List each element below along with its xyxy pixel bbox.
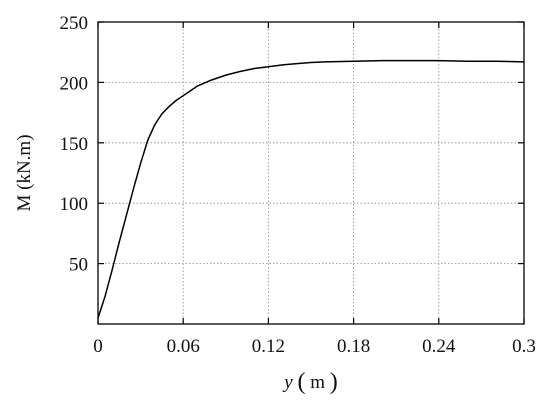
x-tick-label: 0.06	[167, 336, 200, 357]
series-line	[97, 59, 525, 319]
x-tick-label: 0.24	[422, 336, 456, 357]
y-tick-labels: 50 100 150 200 250	[60, 13, 89, 276]
y-tick-label: 50	[69, 255, 88, 276]
x-axis-title: y ( m )	[282, 369, 337, 395]
x-tick-labels: 0 0.06 0.12 0.18 0.24 0.3	[93, 336, 536, 357]
grid-lines	[98, 22, 524, 324]
y-tick-label: 100	[60, 194, 89, 215]
x-tick-label: 0.18	[337, 336, 370, 357]
x-axis-unit: m	[310, 372, 325, 393]
x-axis-open-paren: (	[297, 369, 305, 395]
x-axis-variable: y	[282, 372, 293, 393]
x-tick-label: 0.3	[512, 336, 536, 357]
series-layer	[97, 59, 525, 319]
plot-frame	[97, 21, 525, 325]
tick-marks	[97, 21, 525, 324]
y-tick-label: 250	[60, 13, 89, 34]
x-axis-close-paren: )	[330, 369, 338, 395]
y-axis-title: M (kN.m)	[14, 134, 35, 211]
x-tick-label: 0	[93, 336, 103, 357]
x-tick-label: 0.12	[252, 336, 285, 357]
y-tick-label: 200	[60, 73, 89, 94]
y-tick-label: 150	[60, 134, 89, 155]
